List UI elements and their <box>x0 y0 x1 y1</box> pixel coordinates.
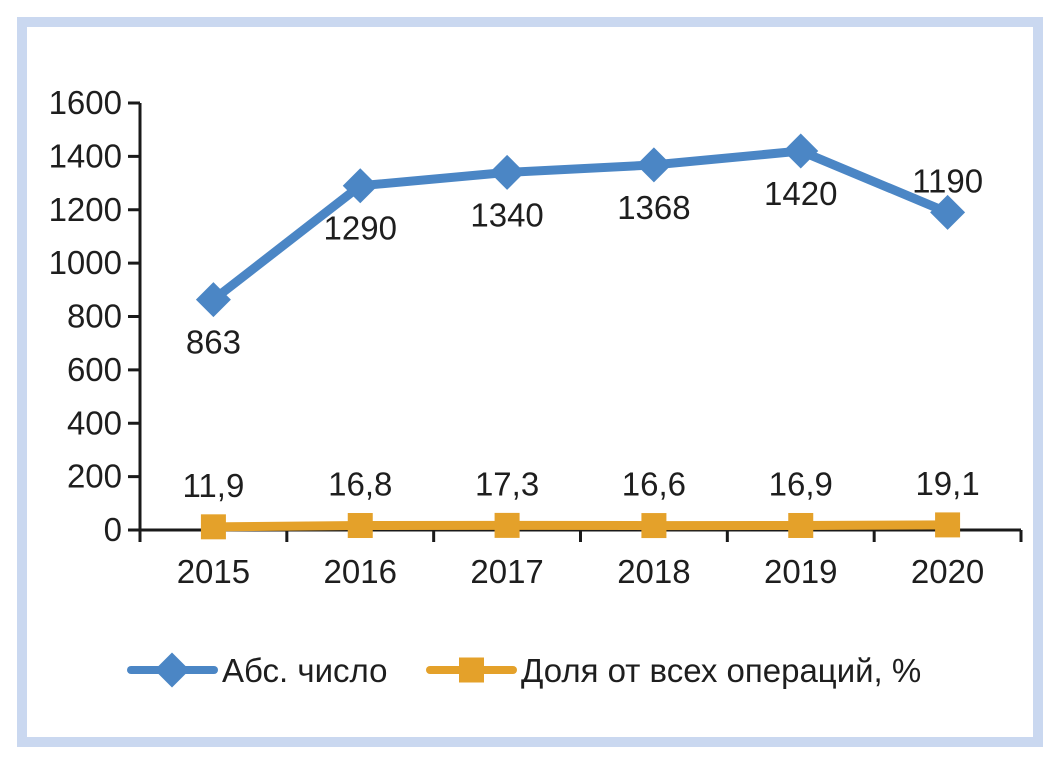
y-tick-label: 1600 <box>49 84 122 121</box>
y-tick-label: 600 <box>67 351 122 388</box>
data-label-0-2016: 1290 <box>324 210 397 247</box>
data-label-0-2017: 1340 <box>470 196 543 233</box>
legend-square-marker-icon <box>459 657 484 683</box>
y-tick-label: 1000 <box>49 244 122 281</box>
marker-diamond-2017 <box>489 154 525 190</box>
data-label-0-2020: 1190 <box>912 162 983 199</box>
x-tick-label-2017: 2017 <box>470 553 543 590</box>
marker-diamond-2018 <box>636 147 672 183</box>
x-tick-label-2015: 2015 <box>177 553 250 590</box>
y-tick-label: 800 <box>67 298 122 335</box>
series-lines <box>208 146 953 532</box>
data-label-1-2016: 16,8 <box>328 466 392 503</box>
y-tick-label: 1400 <box>49 137 122 174</box>
marker-square-2018 <box>641 513 667 539</box>
chart-legend: Абс. число Доля от всех операций, % <box>127 652 921 689</box>
marker-square-2019 <box>788 512 814 538</box>
legend-label-abs-number: Абс. число <box>222 652 387 689</box>
marker-diamond-2016 <box>342 168 378 204</box>
marker-square-2020 <box>935 512 961 538</box>
marker-square-2017 <box>494 512 520 538</box>
series-line-1 <box>208 520 953 532</box>
legend-item-share-percent: Доля от всех операций, % <box>426 652 921 689</box>
marker-diamond-2020 <box>930 194 966 230</box>
x-tick-label-2019: 2019 <box>764 553 837 590</box>
y-tick-label: 400 <box>67 404 122 441</box>
legend-diamond-marker-icon <box>154 652 190 688</box>
marker-diamond-2015 <box>195 282 231 318</box>
chart-frame-border <box>17 17 1043 747</box>
x-tick-label-2018: 2018 <box>617 553 690 590</box>
marker-square-2016 <box>347 513 373 539</box>
legend-label-share-percent: Доля от всех операций, % <box>521 652 921 689</box>
data-label-0-2015: 863 <box>186 324 241 361</box>
x-tick-label-2020: 2020 <box>911 553 984 590</box>
y-tick-label: 1200 <box>49 191 122 228</box>
data-label-1-2018: 16,6 <box>622 466 686 503</box>
y-tick-label: 200 <box>67 458 122 495</box>
data-label-0-2019: 1420 <box>764 175 837 212</box>
marker-square-2015 <box>200 514 226 540</box>
data-labels: 863 1290 1340 1368 1420 1190 11,9 16,8 17,3 16,6 1… <box>183 162 984 503</box>
data-label-1-2019: 16,9 <box>769 465 833 502</box>
x-tick-label-2016: 2016 <box>324 553 397 590</box>
data-label-0-2018: 1368 <box>617 189 690 226</box>
marker-diamond-2019 <box>783 133 819 169</box>
data-label-1-2017: 17,3 <box>475 465 539 502</box>
data-label-1-2020: 19,1 <box>915 465 979 502</box>
series-markers <box>195 133 966 540</box>
series-line-0 <box>208 146 953 305</box>
legend-item-abs-number: Абс. число <box>127 652 387 689</box>
axis-tick-labels: 0 200 400 600 800 1000 1200 1400 1600 2015 2016 201… <box>49 84 985 590</box>
data-label-1-2015: 11,9 <box>183 467 245 504</box>
y-tick-label: 0 <box>104 511 122 548</box>
